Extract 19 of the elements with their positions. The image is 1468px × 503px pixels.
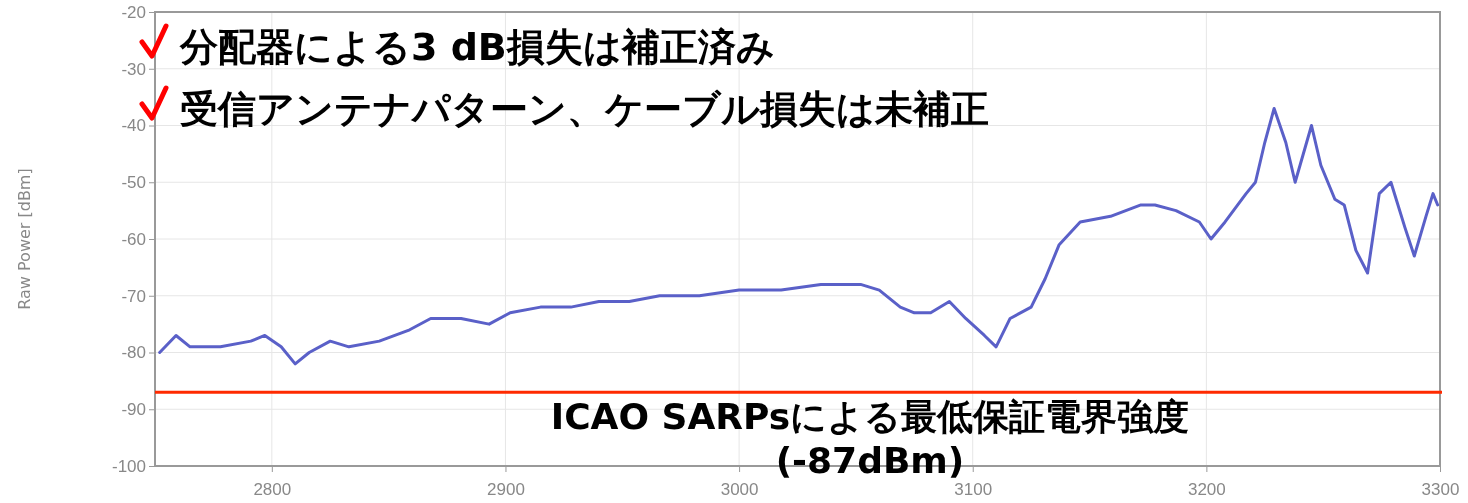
y-tick-label: -60 <box>121 229 146 249</box>
x-tick-label: 3000 <box>720 480 759 500</box>
y-tick-label: -40 <box>121 116 146 136</box>
y-axis-title: Raw Power [dBm] <box>15 168 34 310</box>
y-tick-label: -30 <box>121 59 146 79</box>
annotation: 分配器による3 dB損失は補正済み <box>179 25 775 69</box>
x-tick-label: 3300 <box>1421 480 1460 500</box>
y-tick-label: -20 <box>121 2 146 22</box>
x-tick-label: 2900 <box>487 480 525 500</box>
y-tick-label: -70 <box>121 286 146 306</box>
y-tick-label: -80 <box>121 343 146 363</box>
ref-line-label: ICAO SARPsによる最低保証電界強度 (-87dBm) <box>550 396 1190 482</box>
y-tick-label: -50 <box>121 173 146 193</box>
annotation: 受信アンテナパターン、ケーブル損失は未補正 <box>180 87 989 131</box>
x-tick-label: 2800 <box>253 480 292 500</box>
x-tick-label: 3200 <box>1187 480 1226 500</box>
y-tick-label: -100 <box>111 456 146 476</box>
x-tick-label: 3100 <box>954 480 993 500</box>
y-tick-label: -90 <box>121 400 146 420</box>
